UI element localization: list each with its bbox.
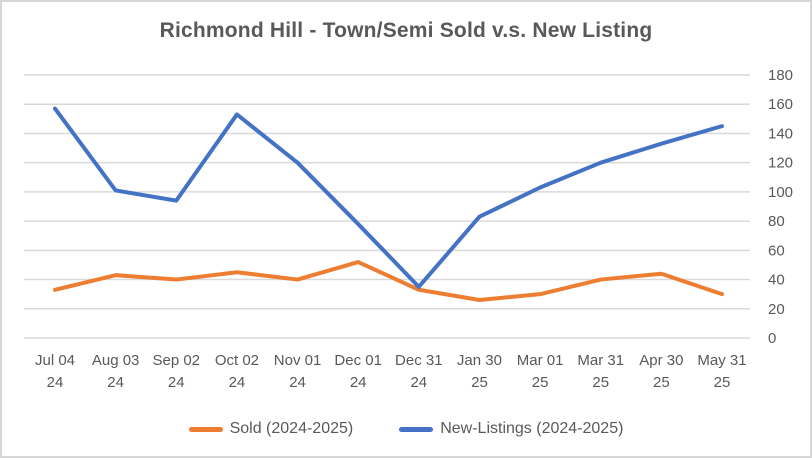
x-axis-tick-label: Dec 01 xyxy=(334,352,382,369)
x-axis-tick-label: Jul 04 xyxy=(35,352,75,369)
chart-legend: Sold (2024-2025) New-Listings (2024-2025… xyxy=(2,420,810,438)
y-axis-tick-label: 0 xyxy=(768,330,776,347)
x-axis-tick-label: 24 xyxy=(168,374,185,391)
x-axis-tick-label: May 31 xyxy=(697,352,746,369)
sold-series-swatch-icon xyxy=(188,426,223,432)
x-axis-tick-label: Nov 01 xyxy=(274,352,322,369)
x-axis-tick-label: 25 xyxy=(714,374,731,391)
series-line-new-listings-2024-2025- xyxy=(53,106,724,289)
y-axis-tick-label: 120 xyxy=(768,155,793,172)
x-axis-tick-label: 24 xyxy=(410,374,427,391)
x-axis-tick-label: Jan 30 xyxy=(457,352,502,369)
y-axis-tick-label: 100 xyxy=(768,184,793,201)
x-axis-tick-label: Mar 01 xyxy=(517,352,564,369)
x-axis-tick-label: Aug 03 xyxy=(92,352,140,369)
x-axis-tick-label: 24 xyxy=(47,374,64,391)
y-axis-tick-label: 60 xyxy=(768,242,785,259)
x-axis-tick-label: 24 xyxy=(107,374,124,391)
new-listings-series-swatch-icon xyxy=(399,426,434,432)
x-axis-tick-label: Sep 02 xyxy=(152,352,200,369)
chart-title: Richmond Hill - Town/Semi Sold v.s. New … xyxy=(159,19,653,42)
x-axis-tick-label: Apr 30 xyxy=(639,352,683,369)
legend-label-sold: Sold (2024-2025) xyxy=(229,420,354,437)
y-axis-tick-label: 140 xyxy=(768,125,793,142)
x-axis-tick-label: 25 xyxy=(471,374,488,391)
legend-item-sold: Sold (2024-2025) xyxy=(188,420,354,438)
y-axis-tick-label: 80 xyxy=(768,213,785,230)
x-axis-tick-label: Oct 02 xyxy=(215,352,259,369)
y-axis-tick-label: 20 xyxy=(768,301,785,318)
series-line-sold-2024-2025- xyxy=(53,260,724,303)
legend-label-new-listings: New-Listings (2024-2025) xyxy=(440,420,624,437)
x-axis-tick-label: 25 xyxy=(592,374,609,391)
x-axis-tick-label: 25 xyxy=(532,374,549,391)
x-axis-tick-label: 24 xyxy=(289,374,306,391)
x-axis-tick-label: 24 xyxy=(350,374,367,391)
y-axis-tick-label: 40 xyxy=(768,272,785,289)
x-axis-tick-label: 25 xyxy=(653,374,670,391)
y-axis-tick-label: 160 xyxy=(768,96,793,113)
y-axis-tick-label: 180 xyxy=(768,67,793,84)
legend-item-new-listings: New-Listings (2024-2025) xyxy=(399,420,623,438)
x-axis-tick-label: Dec 31 xyxy=(395,352,443,369)
x-axis-tick-label: Mar 31 xyxy=(577,352,624,369)
x-axis-tick-label: 24 xyxy=(229,374,246,391)
